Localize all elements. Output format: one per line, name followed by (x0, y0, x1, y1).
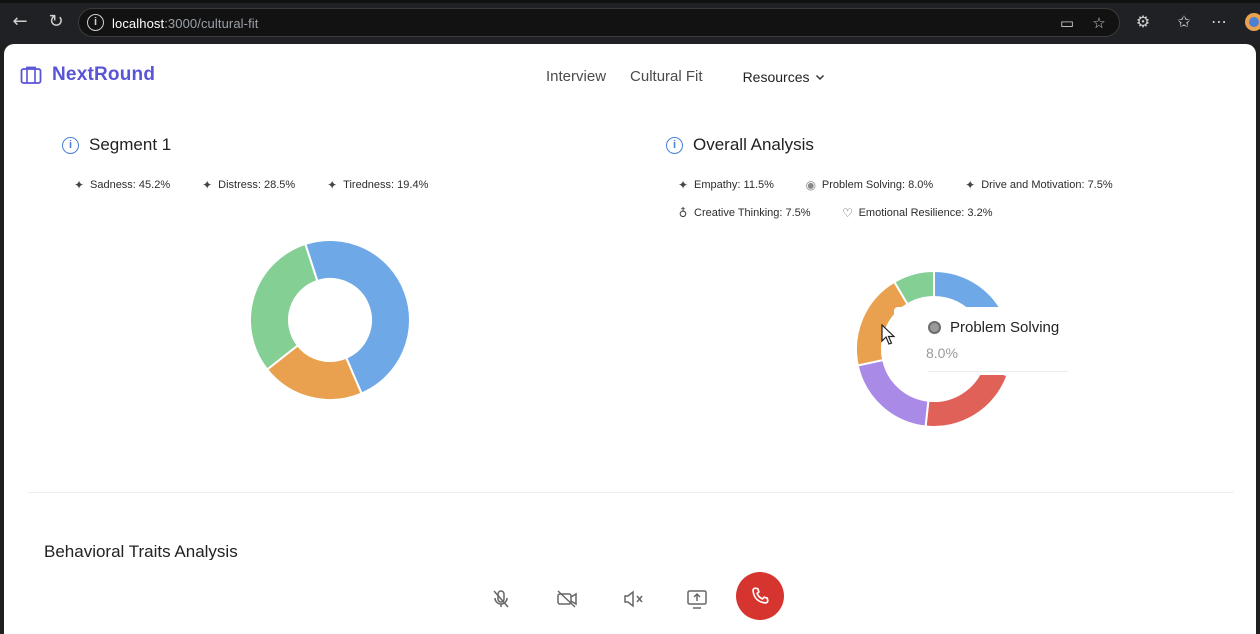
camera-off-icon[interactable] (554, 586, 580, 612)
url-text[interactable]: localhost:3000/cultural-fit (112, 16, 259, 31)
tooltip-value: 8.0% (926, 345, 958, 361)
tab-strip-edge (0, 0, 1260, 3)
stat-chip: ✦ Drive and Motivation: 7.5% (963, 178, 1112, 192)
site-info-icon[interactable]: i (87, 14, 104, 31)
speaker-mute-icon[interactable] (620, 586, 646, 612)
segment-title-text: Segment 1 (89, 135, 172, 154)
stat-chip: ✦ Sadness: 45.2% (72, 178, 170, 192)
sparkles-icon: ✦ (73, 178, 85, 192)
stat-chip-label: Sadness: 45.2% (90, 179, 171, 191)
stat-chip-label: Emotional Resilience: 3.2% (858, 207, 993, 219)
favorites-icon[interactable]: ✩ (1177, 12, 1191, 31)
chevron-down-icon (816, 74, 825, 80)
top-nav: Interview Cultural Fit Resources (546, 68, 825, 85)
slice-problem-solving[interactable] (924, 365, 1009, 428)
tooltip-swatch (928, 321, 941, 334)
info-icon: i (666, 136, 683, 154)
overall-title: i Overall Analysis (666, 135, 814, 155)
profile-icon[interactable] (1240, 10, 1260, 34)
mouse-cursor-icon (881, 324, 896, 345)
screen-share-icon[interactable] (684, 586, 710, 612)
stat-chip-label: Tiredness: 19.4% (343, 179, 429, 191)
segment-title: i Segment 1 (62, 135, 171, 155)
sparkles-icon: ✦ (327, 178, 338, 192)
slice-emotional-resilience[interactable] (892, 269, 935, 306)
stat-chip: ♡ Emotional Resilience: 3.2% (841, 206, 993, 220)
nav-cultural-fit[interactable]: Cultural Fit (630, 68, 703, 85)
segment-chips: ✦ Sadness: 45.2% ✦ Distress: 28.5% ✦ Tirednes… (72, 178, 492, 192)
sparkles-icon: ✦ (202, 178, 213, 192)
back-arrow-icon[interactable]: ← (12, 11, 28, 32)
stat-chip: ✦ Distress: 28.5% (200, 178, 295, 192)
stat-chip-label: Drive and Motivation: 7.5% (981, 179, 1113, 191)
lightbulb-icon: ♁ (678, 206, 688, 220)
overall-title-text: Overall Analysis (693, 135, 814, 154)
chart-tooltip: Problem Solving 8.0% (894, 307, 1074, 375)
overall-chips: ✦ Empathy: 11.5% ◉ Problem Solving: 8.0% ✦ Dr… (676, 178, 1196, 220)
resources-label: Resources (742, 68, 810, 85)
behavioral-traits-title: Behavioral Traits Analysis (44, 542, 238, 560)
briefcase-logo-icon (20, 66, 42, 84)
heart-icon: ♡ (842, 206, 853, 220)
more-menu-icon[interactable]: ⋯ (1211, 12, 1227, 31)
reload-icon[interactable]: ↻ (48, 11, 64, 32)
phone-icon (752, 587, 769, 604)
segment-donut-chart (249, 239, 411, 401)
favorite-star-icon[interactable]: ☆ (1092, 14, 1106, 32)
app-page: NextRound Interview Cultural Fit Resourc… (4, 44, 1256, 634)
nav-interview[interactable]: Interview (546, 68, 607, 85)
browser-toolbar: ← ↻ i localhost:3000/cultural-fit ▭ ☆ ⚙ … (0, 0, 1260, 44)
info-icon: i (62, 136, 79, 154)
stat-chip-label: Empathy: 11.5% (694, 179, 774, 191)
stat-chip-label: Distress: 28.5% (218, 179, 296, 191)
slice-tiredness[interactable] (249, 242, 319, 371)
brand[interactable]: NextRound (20, 64, 155, 86)
stat-chip: ✦ Empathy: 11.5% (676, 178, 774, 192)
extensions-icon[interactable]: ⚙ (1135, 12, 1151, 31)
tooltip-label: Problem Solving (950, 319, 1060, 336)
url-host: localhost (112, 16, 165, 31)
sparkles-icon: ✦ (965, 178, 976, 192)
stat-chip-label: Creative Thinking: 7.5% (694, 207, 811, 219)
mic-off-icon[interactable] (488, 586, 514, 612)
stat-chip: ✦ Tiredness: 19.4% (325, 178, 428, 192)
stat-chip-label: Problem Solving: 8.0% (821, 179, 934, 191)
end-call-button[interactable] (736, 572, 784, 620)
address-bar[interactable]: i localhost:3000/cultural-fit ▭ ☆ (78, 8, 1120, 37)
slice-sadness[interactable] (304, 239, 411, 395)
sparkles-icon: ✦ (677, 178, 689, 192)
url-path: :3000/cultural-fit (164, 16, 259, 31)
section-divider (28, 492, 1234, 493)
call-controls (4, 562, 1256, 634)
tooltip-divider (928, 371, 1068, 372)
reader-mode-icon[interactable]: ▭ (1059, 14, 1075, 32)
resources-dropdown[interactable]: Resources (743, 69, 826, 85)
brand-name: NextRound (52, 64, 156, 85)
stat-chip: ♁ Creative Thinking: 7.5% (676, 206, 811, 220)
stat-chip: ◉ Problem Solving: 8.0% (804, 178, 934, 192)
target-icon: ◉ (805, 178, 817, 192)
